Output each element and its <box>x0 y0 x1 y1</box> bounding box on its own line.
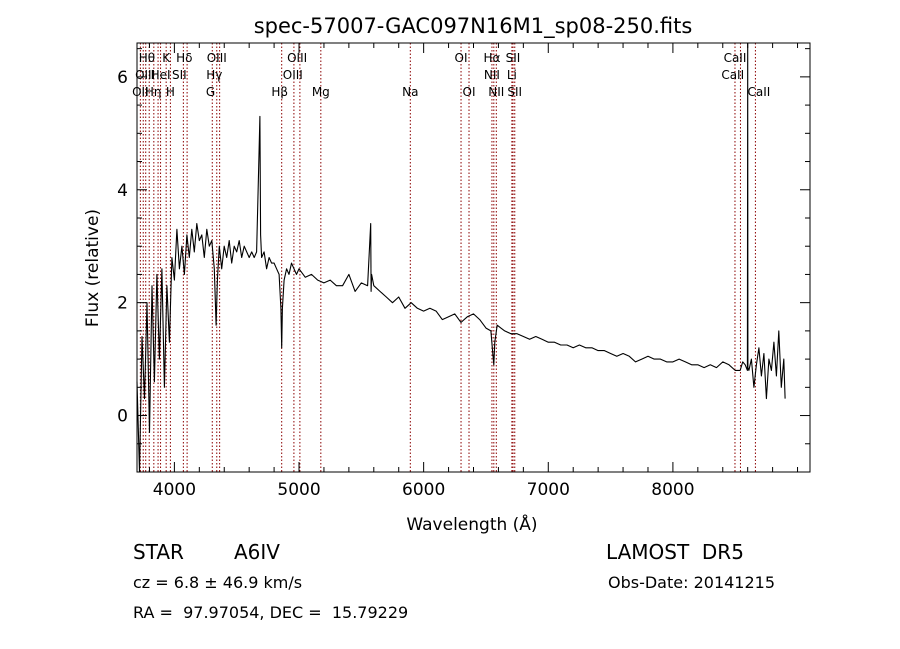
line-label: OIII <box>283 68 303 82</box>
x-tick-label: 6000 <box>402 480 445 500</box>
line-label: SII <box>172 68 187 82</box>
spectrum-line <box>136 42 786 473</box>
y-axis-ticks: 0 2 4 6 <box>117 48 810 473</box>
line-label: NII <box>484 68 500 82</box>
line-label: OIII <box>135 68 155 82</box>
line-label: NII <box>488 85 504 99</box>
line-label: OI <box>455 51 468 65</box>
x-tick-label: 8000 <box>651 480 694 500</box>
observation-date: Obs-Date: 20141215 <box>608 573 776 592</box>
coordinates: RA = 97.97054, DEC = 15.79229 <box>133 603 409 622</box>
line-label: Hβ <box>271 85 288 99</box>
line-label: H <box>166 85 175 99</box>
line-label: CaII <box>724 51 747 65</box>
line-label: OI <box>463 85 476 99</box>
line-label: OII <box>132 85 149 99</box>
line-label: CaII <box>721 68 744 82</box>
y-tick-label: 0 <box>117 407 128 427</box>
line-label: OIII <box>207 51 227 65</box>
x-tick-label: 4000 <box>153 480 196 500</box>
line-label: Na <box>402 85 418 99</box>
line-label: Hδ <box>176 51 192 65</box>
spectrum-series <box>136 42 786 473</box>
line-label: Mg <box>312 85 330 99</box>
y-axis-label: Flux (relative) <box>83 209 103 327</box>
x-axis-label: Wavelength (Å) <box>406 513 537 535</box>
line-label: CaII <box>747 85 770 99</box>
line-label: Hα <box>483 51 500 65</box>
y-tick-label: 2 <box>117 294 128 314</box>
line-label: SII <box>507 85 522 99</box>
redshift-velocity: cz = 6.8 ± 46.9 km/s <box>133 573 303 592</box>
line-label: G <box>206 85 215 99</box>
x-axis-ticks: 4000 5000 6000 7000 8000 <box>148 43 799 500</box>
object-class: STAR <box>133 540 184 564</box>
x-tick-label: 7000 <box>527 480 570 500</box>
line-label: Hθ <box>139 51 155 65</box>
line-label: OIII <box>287 51 307 65</box>
object-subclass: A6IV <box>234 540 280 564</box>
line-label: SII <box>506 51 521 65</box>
line-label: HeI <box>151 68 171 82</box>
x-tick-label: 5000 <box>277 480 320 500</box>
line-label: Hη <box>145 85 162 99</box>
plot-frame <box>136 42 811 473</box>
line-label: Li <box>507 68 517 82</box>
y-tick-label: 4 <box>117 181 128 201</box>
survey-name: LAMOST DR5 <box>606 540 744 564</box>
line-label: Hγ <box>206 68 222 82</box>
y-tick-label: 6 <box>117 68 128 88</box>
chart-title: spec-57007-GAC097N16M1_sp08-250.fits <box>254 14 693 39</box>
line-label: K <box>162 51 171 65</box>
